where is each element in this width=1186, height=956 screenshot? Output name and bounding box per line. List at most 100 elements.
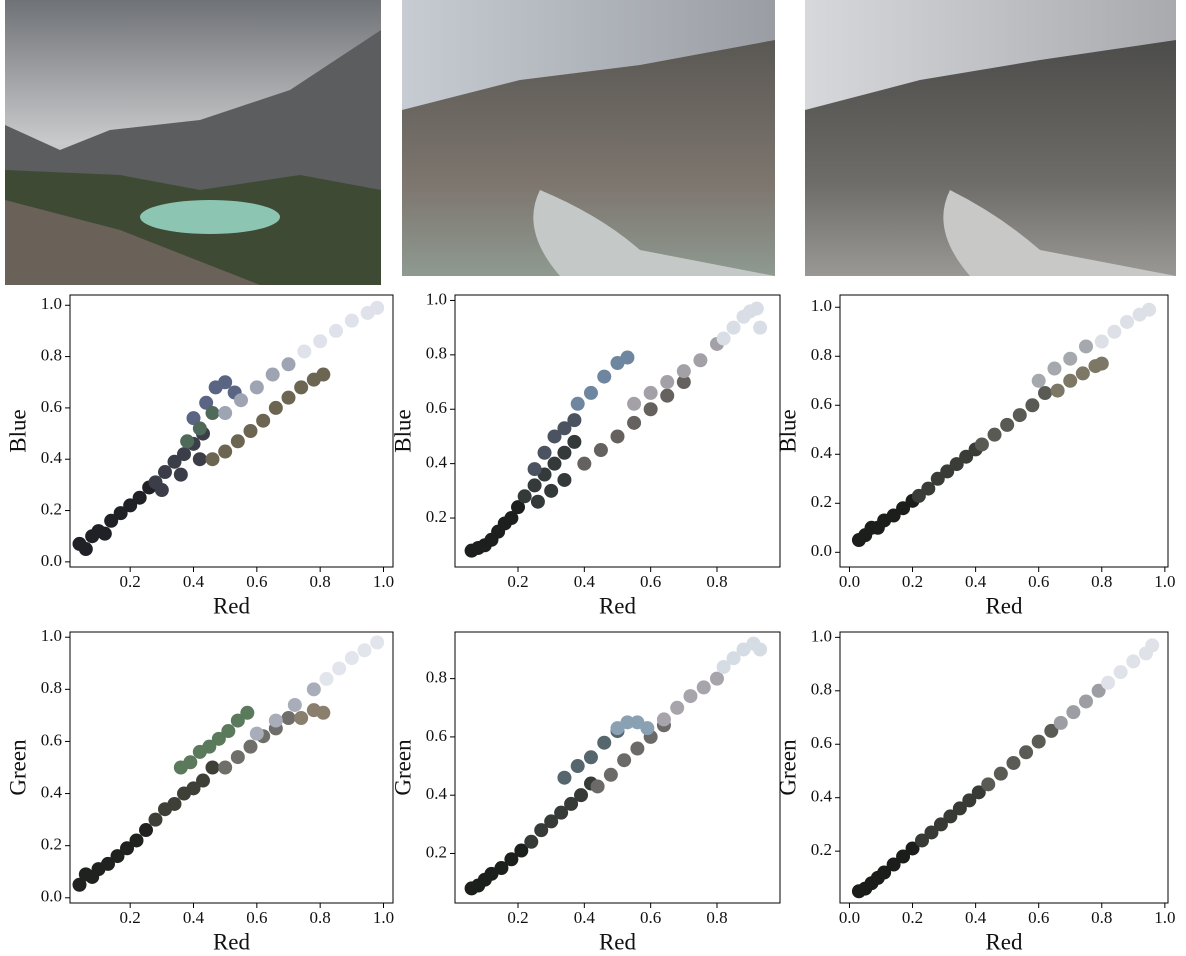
- y-axis-label: Green: [5, 739, 30, 796]
- point: [534, 823, 549, 838]
- point: [1012, 408, 1027, 423]
- point: [952, 801, 967, 816]
- scatter-panel: 0.0 0.2 0.4 0.6 0.8 1.0 0.2 0.4 0.6 0.8 1.0 Red Gree…: [775, 626, 1175, 954]
- point: [167, 454, 182, 469]
- point: [316, 705, 331, 720]
- point: [256, 413, 271, 428]
- point: [547, 429, 562, 444]
- point: [249, 726, 264, 741]
- point: [1079, 339, 1093, 354]
- point: [1047, 361, 1062, 376]
- point: [306, 682, 321, 697]
- point: [1145, 638, 1160, 653]
- point: [294, 710, 309, 725]
- point: [993, 766, 1008, 781]
- x-axis-label: Red: [599, 593, 637, 618]
- point: [643, 402, 658, 417]
- y-axis-label: Blue: [775, 409, 800, 452]
- point: [749, 301, 764, 316]
- y-tick-label: 0.2: [41, 835, 62, 854]
- point: [370, 300, 385, 315]
- x-tick-label: 0.2: [507, 572, 528, 591]
- y-tick-label: 0.4: [41, 448, 63, 467]
- y-tick-label: 0.8: [811, 680, 832, 699]
- point: [1019, 745, 1034, 760]
- y-tick-label: 0.2: [41, 499, 62, 518]
- x-tick-label: 0.2: [120, 572, 141, 591]
- x-tick-label: 0.2: [507, 908, 528, 927]
- axes-frame: [454, 631, 781, 904]
- y-tick-label: 0.6: [41, 397, 62, 416]
- point: [192, 421, 207, 436]
- point: [370, 635, 385, 650]
- point: [1113, 665, 1128, 680]
- x-tick-label: 0.8: [706, 908, 727, 927]
- y-tick-label: 0.6: [811, 394, 832, 413]
- x-tick-label: 1.0: [373, 908, 394, 927]
- point: [211, 731, 226, 746]
- point: [180, 434, 195, 449]
- point: [1126, 654, 1141, 669]
- point: [949, 457, 964, 472]
- y-tick-label: 0.6: [41, 730, 62, 749]
- point: [921, 481, 936, 496]
- x-tick-label: 0.4: [183, 908, 205, 927]
- point: [940, 464, 955, 479]
- point: [933, 817, 948, 832]
- point: [930, 471, 945, 486]
- point: [567, 434, 582, 449]
- point: [630, 741, 645, 756]
- point: [294, 380, 309, 395]
- points: [464, 636, 768, 896]
- y-tick-label: 0.2: [426, 507, 447, 526]
- point: [192, 452, 207, 467]
- point: [959, 449, 974, 464]
- y-tick-label: 1.0: [426, 289, 447, 308]
- x-tick-label: 0.8: [1091, 572, 1112, 591]
- point: [287, 697, 302, 712]
- point: [557, 421, 572, 436]
- point: [971, 785, 986, 800]
- point: [537, 445, 552, 460]
- point: [1063, 373, 1078, 388]
- point: [660, 388, 675, 403]
- point: [915, 833, 929, 848]
- point: [129, 833, 144, 848]
- point: [620, 715, 635, 730]
- point: [911, 488, 926, 503]
- x-axis-label: Red: [985, 593, 1023, 618]
- photo-enhanced-b: [805, 0, 1176, 276]
- axes-frame: [454, 294, 781, 568]
- y-tick-label: 1.0: [811, 296, 832, 315]
- point: [640, 721, 655, 736]
- point: [1142, 302, 1157, 317]
- point: [511, 500, 526, 515]
- point: [218, 375, 233, 390]
- point: [249, 380, 264, 395]
- point: [240, 705, 255, 720]
- point: [494, 861, 509, 876]
- x-tick-label: 0.6: [1028, 572, 1049, 591]
- point: [205, 406, 220, 421]
- point: [329, 323, 343, 338]
- point: [230, 713, 245, 728]
- y-tick-label: 0.4: [811, 443, 833, 462]
- point: [726, 651, 741, 666]
- x-tick-label: 0.6: [1028, 908, 1049, 927]
- point: [132, 490, 147, 505]
- point: [627, 415, 642, 430]
- y-tick-label: 0.6: [426, 398, 447, 417]
- point: [603, 767, 618, 782]
- point: [583, 385, 598, 400]
- point: [104, 513, 119, 528]
- x-tick-label: 1.0: [1154, 908, 1175, 927]
- point: [243, 424, 258, 438]
- point: [627, 396, 642, 411]
- point: [332, 661, 347, 676]
- y-tick-label: 0.0: [41, 887, 62, 906]
- x-tick-label: 0.4: [574, 908, 596, 927]
- scatter-panel: 0.2 0.4 0.6 0.8 0.2 0.4 0.6 0.8 Red Green: [390, 631, 781, 954]
- scatter-panel: 0.2 0.4 0.6 0.8 1.0 0.0 0.2 0.4 0.6 0.8 1.0 Red Blue: [5, 294, 394, 618]
- point: [113, 506, 128, 521]
